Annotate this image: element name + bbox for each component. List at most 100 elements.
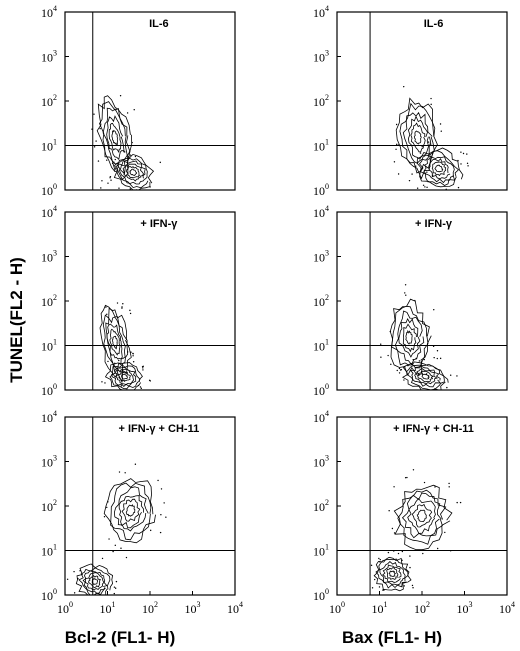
event-dot bbox=[149, 529, 152, 532]
contour-line bbox=[125, 504, 136, 517]
event-dot bbox=[379, 558, 381, 561]
x-axis-title-right: Bax (FL1- H) bbox=[342, 628, 442, 647]
y-tick-label: 103 bbox=[313, 49, 329, 65]
event-dot bbox=[437, 194, 438, 195]
x-tick-label: 103 bbox=[457, 600, 473, 616]
event-dot bbox=[416, 187, 419, 189]
event-dot bbox=[149, 380, 151, 382]
contour-line bbox=[388, 570, 397, 577]
event-dot bbox=[436, 547, 439, 550]
event-dot bbox=[93, 113, 95, 115]
event-dot bbox=[160, 488, 163, 490]
event-dot bbox=[149, 186, 151, 188]
event-dot bbox=[93, 605, 94, 606]
contour-line bbox=[410, 122, 426, 153]
contour-line bbox=[129, 168, 138, 176]
contour-line bbox=[99, 304, 132, 383]
event-dot bbox=[419, 152, 422, 154]
event-dot bbox=[123, 193, 124, 194]
event-dot bbox=[430, 103, 432, 106]
event-dot bbox=[466, 153, 468, 155]
event-dot bbox=[132, 361, 135, 363]
event-dot bbox=[122, 369, 124, 372]
contour-line bbox=[118, 370, 131, 382]
event-dot bbox=[423, 481, 426, 484]
contour-line bbox=[395, 97, 438, 180]
event-dot bbox=[93, 146, 96, 148]
event-dot bbox=[397, 173, 400, 175]
y-tick-label: 100 bbox=[41, 182, 57, 198]
event-dot bbox=[127, 156, 130, 158]
event-dot bbox=[404, 392, 405, 393]
event-dot bbox=[118, 359, 120, 362]
event-dot bbox=[95, 140, 97, 142]
event-dot bbox=[433, 309, 435, 311]
contour-line bbox=[109, 364, 141, 390]
y-tick-label: 102 bbox=[41, 93, 57, 109]
plot-frame bbox=[64, 416, 236, 596]
x-tick-label: 104 bbox=[227, 600, 243, 616]
event-dot bbox=[380, 343, 382, 345]
event-dot bbox=[393, 550, 395, 552]
event-dot bbox=[378, 586, 381, 588]
event-dot bbox=[119, 94, 122, 97]
event-dot bbox=[99, 127, 101, 130]
event-dot bbox=[134, 155, 137, 158]
event-dot bbox=[66, 578, 69, 580]
event-dot bbox=[434, 486, 436, 488]
contour-layer bbox=[370, 469, 462, 592]
event-dot bbox=[114, 191, 115, 192]
y-tick-label: 101 bbox=[313, 138, 329, 154]
contour-line bbox=[88, 574, 102, 589]
event-dot bbox=[446, 386, 448, 389]
y-tick-label: 104 bbox=[313, 204, 329, 220]
event-dot bbox=[409, 566, 411, 569]
contour-line bbox=[105, 316, 126, 370]
event-dot bbox=[403, 585, 405, 587]
event-dot bbox=[421, 373, 424, 375]
event-dot bbox=[378, 557, 380, 560]
event-dot bbox=[407, 364, 409, 367]
event-dot bbox=[163, 502, 165, 504]
contour-line bbox=[416, 509, 427, 523]
contour-line bbox=[379, 560, 406, 586]
event-dot bbox=[422, 552, 424, 555]
event-dot bbox=[427, 141, 430, 143]
event-dot bbox=[423, 358, 425, 361]
event-dot bbox=[115, 580, 118, 583]
panel-5: + IFN-γ + CH-11 100 101 102 103 104 100 101 102 1… bbox=[41, 409, 243, 616]
event-dot bbox=[135, 394, 136, 395]
contour-line bbox=[113, 153, 155, 190]
contour-line bbox=[389, 298, 432, 376]
event-dot bbox=[105, 306, 107, 308]
event-dot bbox=[390, 363, 392, 366]
contour-line bbox=[417, 370, 434, 383]
contour-line bbox=[375, 558, 409, 589]
contour-line bbox=[106, 115, 125, 161]
event-dot bbox=[125, 396, 126, 397]
y-tick-label: 102 bbox=[313, 498, 329, 514]
event-dot bbox=[126, 351, 129, 353]
contour-line bbox=[85, 572, 105, 590]
event-dot bbox=[411, 584, 414, 587]
event-dot bbox=[90, 599, 91, 600]
event-dot bbox=[388, 509, 390, 512]
panel-title: + IFN-γ + CH-11 bbox=[119, 423, 200, 435]
event-dot bbox=[132, 355, 134, 357]
contour-line bbox=[416, 147, 464, 188]
event-dot bbox=[412, 469, 415, 471]
event-dot bbox=[401, 559, 403, 562]
contour-line bbox=[91, 577, 98, 585]
event-dot bbox=[425, 373, 428, 375]
event-dot bbox=[97, 160, 100, 162]
contour-line bbox=[414, 368, 438, 385]
event-dot bbox=[113, 586, 116, 588]
x-tick-label: 102 bbox=[142, 600, 158, 616]
y-tick-label: 102 bbox=[313, 293, 329, 309]
event-dot bbox=[409, 193, 410, 194]
y-tick-label: 104 bbox=[41, 4, 57, 20]
event-dot bbox=[159, 531, 162, 534]
event-dot bbox=[416, 371, 418, 374]
y-tick-label: 101 bbox=[41, 338, 57, 354]
event-dot bbox=[101, 557, 104, 560]
